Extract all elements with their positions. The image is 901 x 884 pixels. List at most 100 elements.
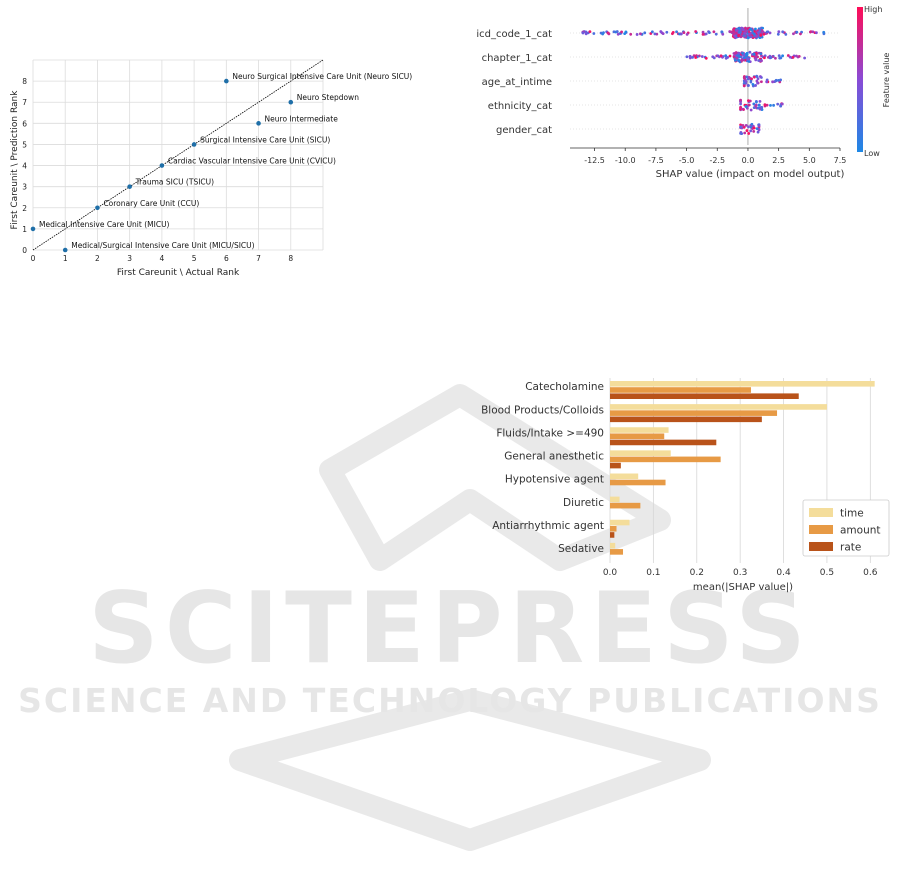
shap-point: [752, 106, 756, 110]
shap-point: [751, 82, 755, 86]
bar-amount: [610, 387, 752, 393]
x-tick-label: 5.0: [803, 156, 816, 165]
shap-point: [612, 30, 616, 34]
bar-time: [610, 404, 827, 410]
shap-point: [671, 32, 674, 36]
shap-point: [623, 32, 627, 36]
shap-point: [776, 32, 780, 36]
shap-point: [746, 27, 750, 30]
bar-amount: [610, 479, 666, 486]
shap-point: [742, 82, 746, 85]
shap-point: [737, 26, 741, 30]
watermark-emblem: [229, 384, 711, 851]
category-label: Diuretic: [563, 497, 604, 509]
feature-label: icd_code_1_cat: [476, 29, 552, 40]
shap-point: [719, 54, 723, 58]
bar-amount: [610, 549, 624, 555]
point-label: Neuro Surgical Intensive Care Unit (Neur…: [232, 72, 412, 81]
shap-point: [685, 32, 689, 36]
y-tick-label: 4: [22, 162, 27, 171]
shap-point: [759, 52, 763, 56]
shap-point: [679, 32, 683, 36]
bars: [610, 381, 875, 555]
shap-point: [708, 31, 711, 35]
shap-point: [592, 32, 596, 35]
shap-point: [584, 32, 588, 36]
shap-point: [799, 32, 802, 36]
y-tick-label: 0: [22, 246, 27, 255]
shap-point: [792, 32, 795, 36]
point-label: Cardiac Vascular Intensive Care Unit (CV…: [168, 157, 336, 166]
axes: 0 1 2 3 4 5 6 7 8 0 1 2 3 4 5 6 7 8: [22, 77, 293, 263]
bar-time: [610, 473, 639, 480]
shap-point: [756, 130, 760, 134]
shap-point: [737, 58, 741, 62]
shap-point: [659, 30, 663, 33]
shap-point: [752, 32, 756, 36]
shap-point: [739, 35, 743, 39]
data-point: [288, 99, 294, 105]
x-tick-label: -10.0: [615, 156, 636, 165]
x-tick-label: -5.0: [679, 156, 695, 165]
shap-point: [752, 52, 756, 56]
data-point: [127, 184, 132, 189]
shap-point: [757, 59, 761, 62]
y-axis-label: First Careunit \ Prediction Rank: [10, 90, 20, 230]
x-tick-label: 8: [288, 254, 293, 263]
shap-point: [700, 55, 704, 58]
y-tick-label: 5: [22, 140, 27, 149]
shap-point: [758, 99, 762, 103]
shap-point: [739, 105, 742, 109]
x-axis-label: mean(|SHAP value|): [693, 582, 793, 593]
shap-point: [742, 76, 746, 80]
shap-point: [716, 54, 720, 58]
shap-point: [756, 106, 760, 110]
shap-point: [739, 132, 742, 135]
shap-point: [665, 30, 669, 34]
shap-point: [732, 28, 735, 32]
shap-point: [765, 103, 769, 107]
x-tick-label: -7.5: [648, 156, 664, 165]
y-tick-label: 3: [22, 183, 27, 192]
shap-point: [750, 29, 754, 32]
shap-point: [733, 51, 737, 55]
x-tick-label: 0.5: [820, 568, 834, 578]
shap-point: [822, 30, 826, 34]
shap-point: [754, 58, 758, 62]
shap-point: [721, 32, 725, 36]
x-tick-label: -2.5: [709, 156, 725, 165]
legend-label: amount: [840, 525, 881, 537]
x-tick-label: 0.6: [863, 568, 878, 578]
category-labels: Catecholamine Blood Products/Colloids Flui…: [481, 381, 604, 555]
shap-point: [747, 132, 751, 135]
bar-time: [610, 542, 616, 549]
shap-point: [728, 54, 732, 58]
shap-point: [601, 32, 605, 36]
bar-rate: [610, 393, 799, 399]
shap-point: [759, 33, 763, 37]
shap-point: [746, 36, 750, 40]
shap-point: [745, 129, 749, 132]
shap-point: [754, 27, 757, 31]
feature-label: age_at_intime: [482, 77, 552, 88]
shap-point: [740, 58, 743, 62]
x-tick-label: -12.5: [584, 156, 605, 165]
feature-label: gender_cat: [496, 125, 552, 136]
bar-rate: [610, 462, 621, 469]
shap-point: [771, 80, 774, 84]
axes: -12.5 -10.0 -7.5 -5.0 -2.5 0.0 2.5 5.0 7.5: [570, 147, 846, 165]
x-tick-label: 0.0: [603, 568, 618, 578]
shap-point: [750, 77, 753, 81]
category-label: Antiarrhythmic agent: [492, 520, 604, 532]
shap-point: [758, 28, 762, 32]
shap-point: [780, 102, 784, 106]
x-tick-label: 7: [256, 254, 261, 263]
bar-amount: [610, 456, 721, 463]
shap-point: [752, 129, 756, 133]
bar-rate: [610, 439, 717, 446]
shap-point: [762, 32, 766, 36]
shap-point: [759, 106, 763, 109]
colorbar: [857, 7, 863, 152]
shap-point: [737, 54, 741, 58]
bar-time: [610, 427, 669, 433]
